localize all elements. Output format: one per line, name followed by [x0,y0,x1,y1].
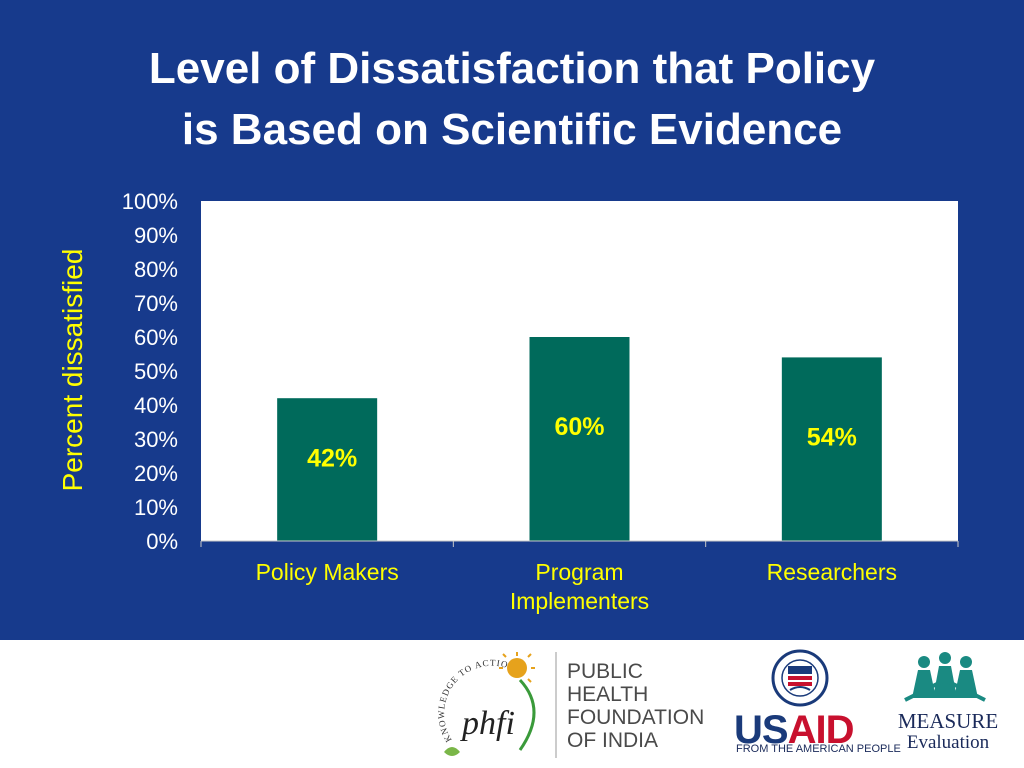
bar-chart: 0% 10% 20% 30% 40% 50% 60% 70% 80% 90% 100% 42% Poli… [122,189,959,614]
slide-title-line-1: Level of Dissatisfaction that Policy [148,44,876,93]
x-tick-label: Implementers [510,588,649,614]
bar [529,337,630,541]
phfi-name-line: PUBLIC [567,660,643,683]
y-tick-label: 60% [134,325,178,350]
y-tick-label: 100% [122,189,178,214]
usaid-wordmark-us: US [734,708,789,752]
phfi-name-line: FOUNDATION [567,706,705,729]
measure-people-icon [904,652,986,702]
phfi-name: PUBLIC HEALTH FOUNDATION OF INDIA [567,660,704,752]
y-tick-label: 80% [134,257,178,282]
leaf-icon [444,747,460,756]
y-tick-label: 70% [134,291,178,316]
y-tick-label: 40% [134,393,178,418]
bar [781,357,882,541]
y-tick-label: 10% [134,495,178,520]
y-tick-label: 0% [146,529,178,554]
phfi-logo: KNOWLEDGE TO ACTION phfi [436,652,557,758]
phfi-logo-text: phfi [460,705,515,742]
slide-title: Level of Dissatisfaction that Policy is … [0,38,1024,160]
bar-data-label: 54% [807,424,857,452]
phfi-name-line: HEALTH [567,683,649,706]
bar [277,398,378,541]
usaid-wordmark-aid: AID [787,708,855,752]
bar-data-label: 42% [307,445,357,473]
y-tick-label: 50% [134,359,178,384]
y-tick-label: 30% [134,427,178,452]
x-tick-label: Policy Makers [256,559,399,585]
footer-logos: KNOWLEDGE TO ACTION phfi [0,640,1024,768]
x-tick-label: Researchers [767,559,897,585]
sun-rays-icon [499,652,535,683]
measure-line-2: Evaluation [906,732,990,753]
measure-evaluation-text: MEASURE Evaluation [890,710,1006,754]
leaf-arc-icon [518,678,536,751]
slide-title-line-2: is Based on Scientific Evidence [181,105,843,154]
sun-icon [507,658,527,678]
footer-logo-art: KNOWLEDGE TO ACTION phfi [436,649,986,758]
y-tick-label: 20% [134,461,178,486]
usaid-wordmark: USAID [734,708,855,753]
usaid-subtitle: FROM THE AMERICAN PEOPLE [736,743,901,755]
usaid-seal-icon [771,649,829,707]
y-tick-label: 90% [134,223,178,248]
x-tick-label: Program [535,559,623,585]
phfi-name-line: OF INDIA [567,729,659,752]
measure-line-1: MEASURE [897,709,999,733]
bar-data-label: 60% [554,413,604,441]
